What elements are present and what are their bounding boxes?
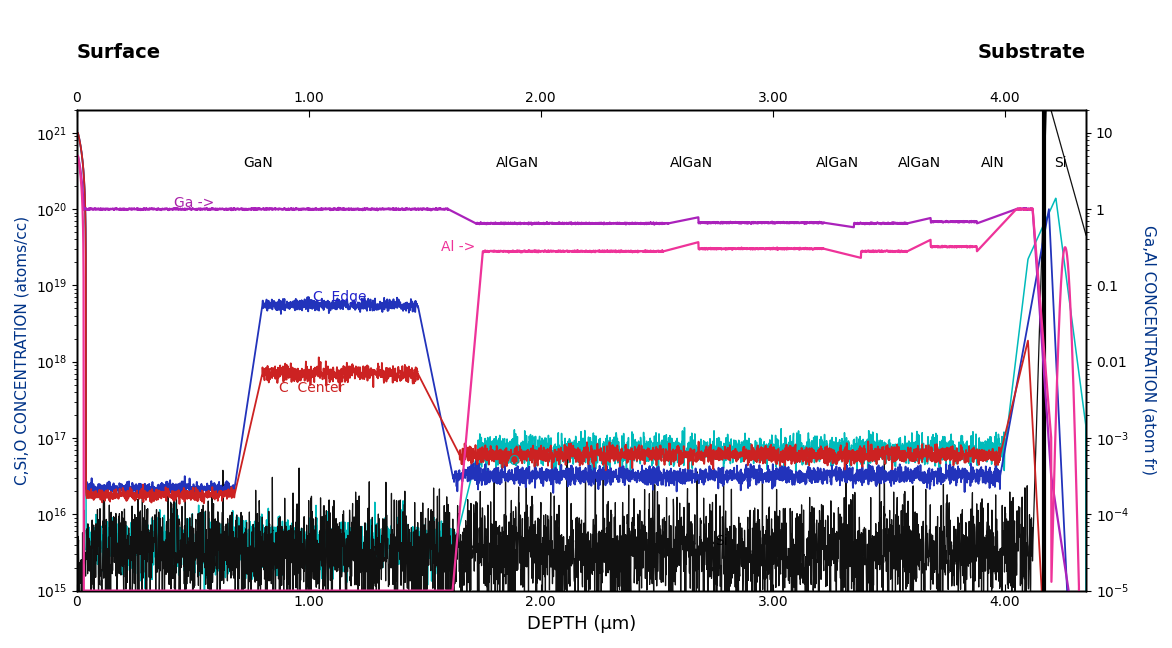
Y-axis label: Ga,Al CONCENTRATION (atom fr): Ga,Al CONCENTRATION (atom fr) — [1142, 226, 1157, 475]
Text: Surface: Surface — [76, 43, 161, 62]
Text: AlN: AlN — [981, 156, 1006, 170]
Text: Ga ->: Ga -> — [175, 196, 214, 210]
Text: Substrate: Substrate — [977, 43, 1086, 62]
Text: C  Edge: C Edge — [313, 290, 367, 304]
Text: Al ->: Al -> — [441, 240, 476, 254]
Text: AlGaN: AlGaN — [496, 156, 539, 170]
Y-axis label: C,Si,O CONCENTRATION (atoms/cc): C,Si,O CONCENTRATION (atoms/cc) — [15, 216, 30, 485]
Text: O: O — [509, 454, 519, 468]
Text: GaN: GaN — [243, 156, 273, 170]
Text: AlGaN: AlGaN — [898, 156, 940, 170]
X-axis label: DEPTH (μm): DEPTH (μm) — [526, 615, 636, 633]
Text: Si: Si — [1054, 156, 1067, 170]
Text: AlGaN: AlGaN — [816, 156, 859, 170]
Text: C  Center: C Center — [279, 381, 343, 395]
Text: AlGaN: AlGaN — [670, 156, 713, 170]
Text: Si: Si — [715, 534, 728, 548]
